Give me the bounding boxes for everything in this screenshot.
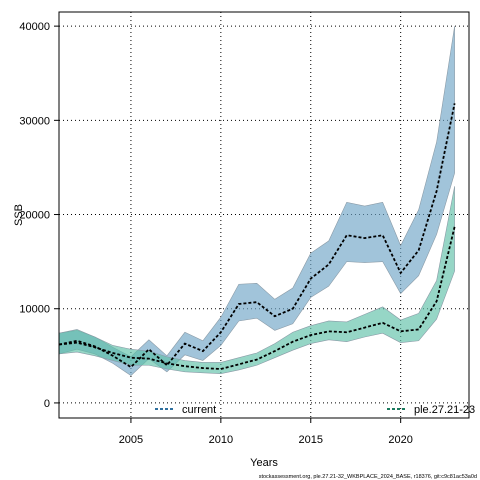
y-tick-label-0: 0 xyxy=(44,398,50,410)
ci-band-series-1 xyxy=(58,186,455,375)
x-tick-label-1: 2010 xyxy=(209,434,233,446)
x-tick-label-2: 2015 xyxy=(299,434,323,446)
line-series-0 xyxy=(58,103,456,369)
y-tick-label-3: 30000 xyxy=(19,115,50,127)
line-series-1 xyxy=(58,226,456,370)
legend-label-0: current xyxy=(182,404,216,416)
legend: current ple.27.21-23 xyxy=(155,404,475,416)
x-axis-title: Years xyxy=(250,457,278,469)
series-lines xyxy=(58,103,456,370)
y-axis-ticks: 0 10000 20000 30000 40000 xyxy=(19,21,59,410)
footer-text: stockassessment.org, ple.27.21-32_WKBPLA… xyxy=(259,474,477,480)
x-tick-label-3: 2020 xyxy=(388,434,412,446)
y-tick-label-1: 10000 xyxy=(19,304,50,316)
y-tick-label-4: 40000 xyxy=(19,21,50,33)
y-axis-title: SSB xyxy=(13,204,25,226)
x-axis-ticks: 2005 2010 2015 2020 xyxy=(119,418,413,446)
confidence-bands xyxy=(58,26,455,376)
x-tick-label-0: 2005 xyxy=(119,434,143,446)
legend-label-1: ple.27.21-23 xyxy=(414,404,475,416)
y-tick-label-2: 20000 xyxy=(19,210,50,222)
